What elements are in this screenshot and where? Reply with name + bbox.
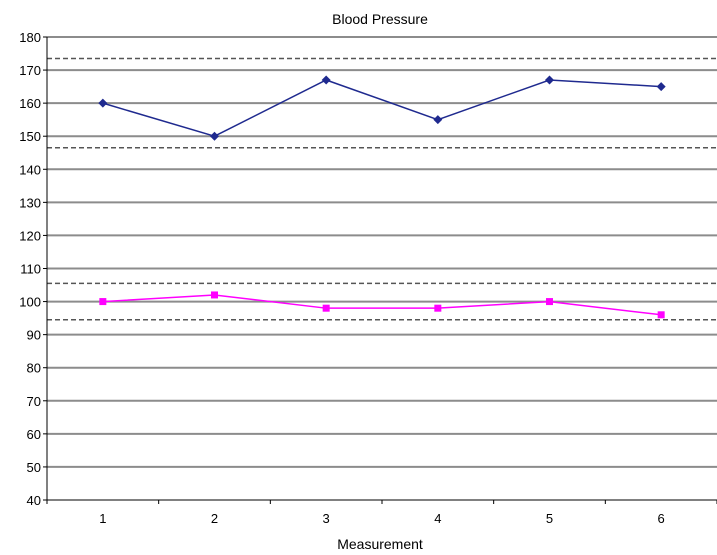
series-line — [102, 294, 662, 316]
y-tick-label: 40 — [27, 493, 41, 508]
y-tick-label: 120 — [19, 228, 41, 243]
y-tick-label: 60 — [27, 427, 41, 442]
data-point-diamond — [433, 115, 443, 125]
x-tick-label: 1 — [99, 511, 106, 526]
y-tick-labels: 40 50 60 70 80 90 100 110 120 130 140 150 160 170 180 — [19, 30, 41, 508]
y-tick-label: 50 — [27, 460, 41, 475]
data-point-square — [322, 304, 330, 312]
y-tick-label: 180 — [19, 30, 41, 45]
data-point-square — [434, 304, 442, 312]
x-axis-label: Measurement — [337, 536, 423, 552]
y-tick-label: 90 — [27, 328, 41, 343]
data-point-square — [546, 298, 553, 306]
data-point-diamond — [98, 98, 108, 108]
y-tick-label: 170 — [19, 63, 41, 78]
y-tick-label: 140 — [19, 162, 41, 177]
data-point-diamond — [321, 75, 331, 85]
data-point-diamond — [656, 82, 666, 92]
data-point-square — [657, 311, 665, 319]
y-tick-label: 100 — [19, 295, 41, 310]
y-tick-label: 150 — [19, 129, 41, 144]
x-tick-label: 3 — [323, 511, 330, 526]
series-line — [102, 79, 662, 138]
y-tick-label: 160 — [19, 96, 41, 111]
x-tick-label: 4 — [434, 511, 441, 526]
data-point-square — [211, 291, 218, 299]
x-tick-labels: 1 2 3 4 5 6 — [46, 500, 717, 526]
data-point-square — [99, 298, 107, 306]
y-tick-label: 70 — [27, 394, 41, 409]
y-tick-label: 80 — [27, 361, 41, 376]
data-point-diamond — [210, 131, 219, 141]
series-group — [98, 75, 666, 319]
y-tick-label: 130 — [19, 195, 41, 210]
chart-title: Blood Pressure — [332, 11, 428, 27]
y-tick-label: 110 — [20, 262, 41, 277]
x-tick-label: 5 — [546, 511, 553, 526]
reference-lines — [47, 57, 717, 321]
grid — [43, 36, 717, 501]
data-point-diamond — [545, 75, 554, 85]
x-tick-label: 6 — [658, 511, 665, 526]
x-tick-label: 2 — [211, 511, 218, 526]
